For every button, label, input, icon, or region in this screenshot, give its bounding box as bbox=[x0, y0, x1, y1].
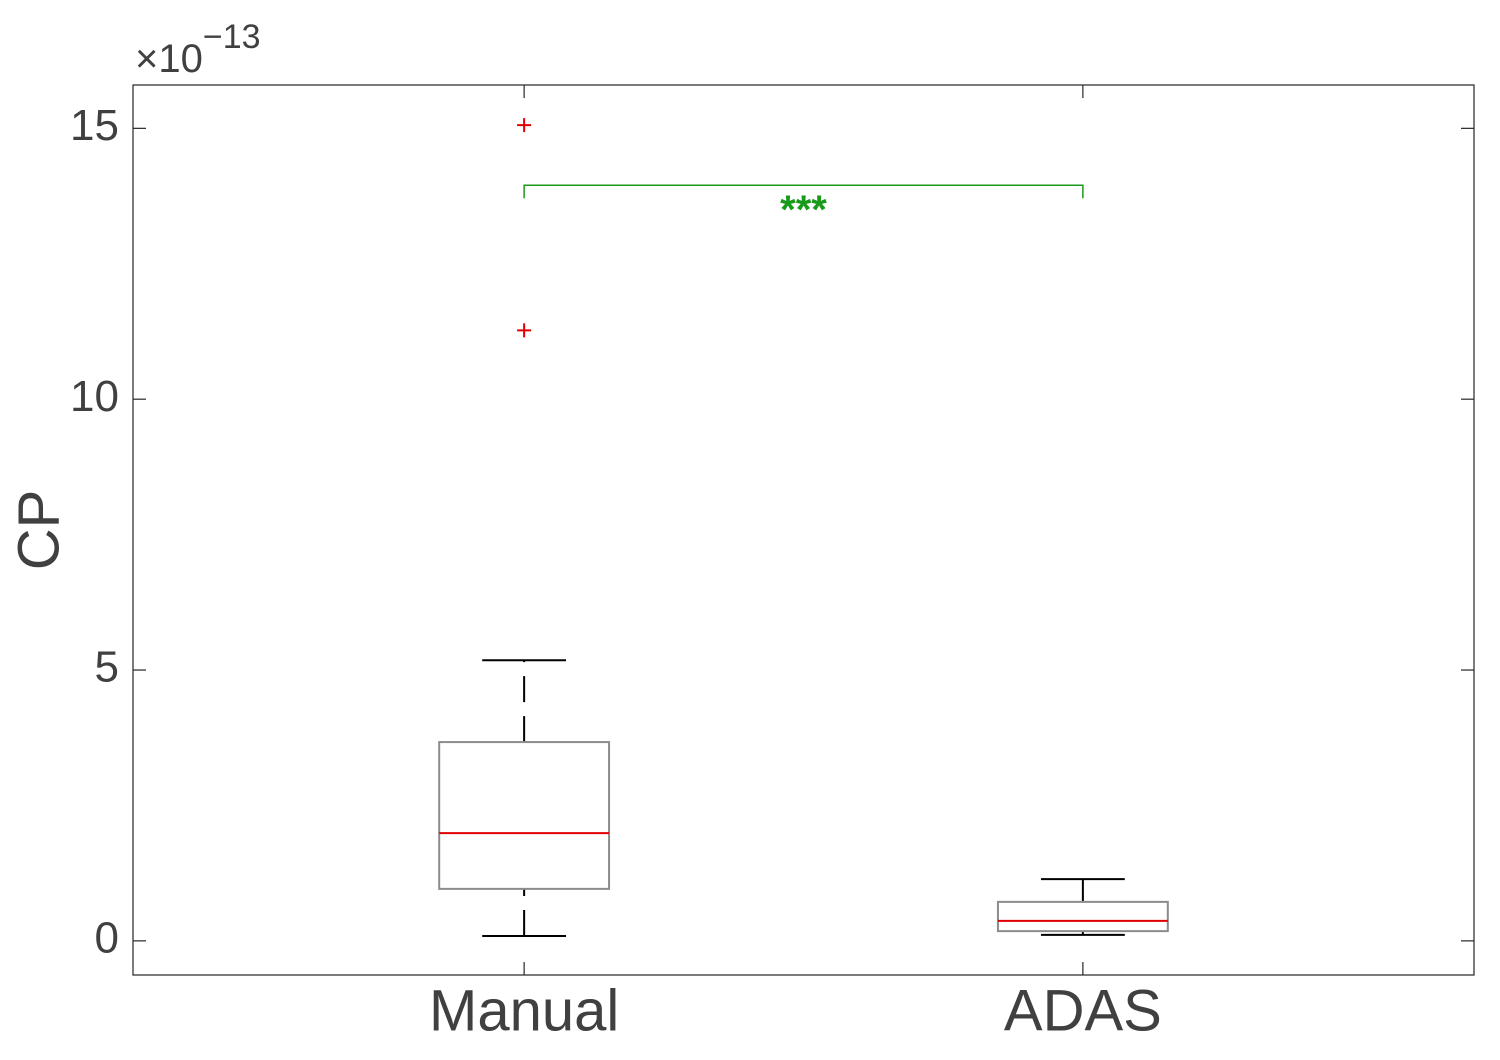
box bbox=[438, 741, 611, 890]
y-multiplier: ×10−13 bbox=[135, 18, 261, 81]
multiplier-exponent: −13 bbox=[203, 18, 261, 56]
multiplier-base: ×10 bbox=[135, 37, 203, 81]
outlier bbox=[517, 323, 532, 338]
y-tick-label: 15 bbox=[70, 101, 119, 150]
y-axis-label: CP bbox=[6, 490, 71, 571]
box bbox=[996, 900, 1169, 933]
y-tick-label: 0 bbox=[95, 913, 119, 962]
plot-frame bbox=[132, 84, 1475, 976]
y-tick-label: 10 bbox=[70, 372, 119, 421]
outlier bbox=[517, 118, 532, 133]
significance-bracket bbox=[523, 184, 1084, 199]
significance-label: *** bbox=[780, 188, 827, 232]
x-tick-label: Manual bbox=[429, 978, 619, 1043]
y-tick-label: 5 bbox=[95, 643, 119, 692]
x-tick-label: ADAS bbox=[1004, 978, 1162, 1043]
